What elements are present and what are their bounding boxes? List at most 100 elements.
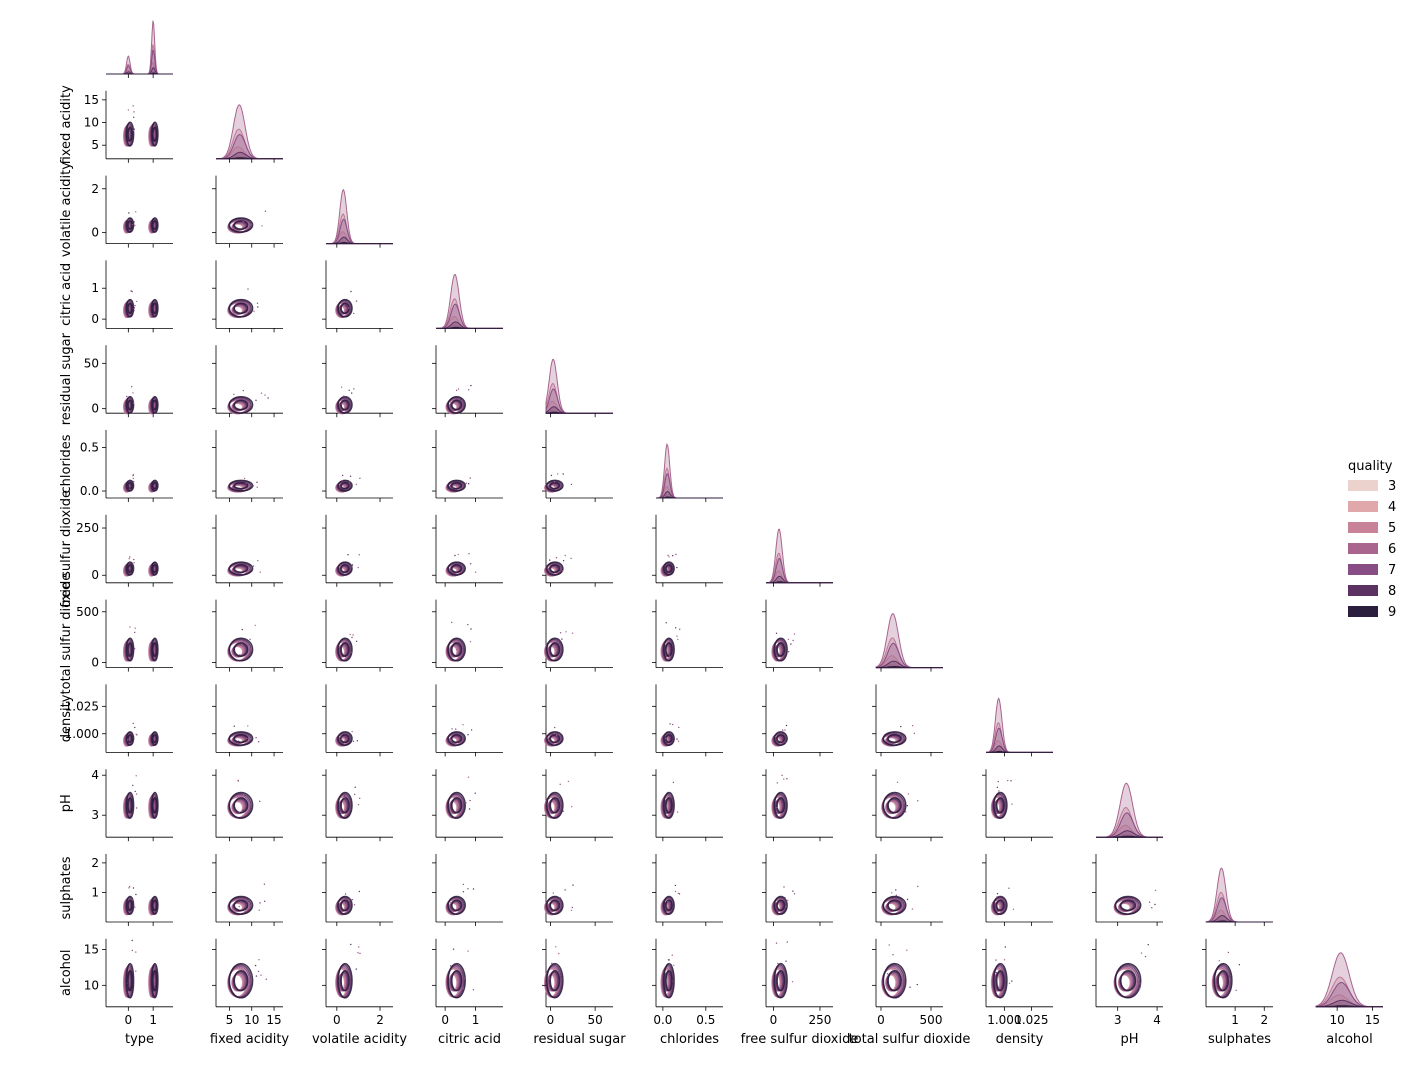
scatter-point [254, 964, 257, 967]
panel-residual-sugar-vs-residual-sugar [545, 359, 613, 418]
scatter-point [465, 802, 467, 804]
scatter-point [1007, 779, 1009, 782]
contour-quality-9 [451, 899, 463, 912]
legend-swatch-5 [1348, 522, 1378, 533]
scatter-point [462, 891, 465, 893]
scatter-point [255, 975, 258, 977]
scatter-point [343, 797, 345, 799]
scatter-point [351, 564, 354, 566]
scatter-point [450, 401, 452, 403]
scatter-point [548, 797, 550, 799]
scatter-point [570, 483, 573, 486]
scatter-point [341, 738, 343, 740]
scatter-point [358, 554, 360, 556]
contour-quality-9 [340, 797, 350, 814]
scatter-point [467, 776, 470, 778]
panel-free-sulfur-dioxide-vs-free-sulfur-dioxide [766, 528, 833, 587]
scatter-point [551, 962, 553, 964]
contour-quality-9 [451, 797, 463, 814]
scatter-point [345, 651, 348, 653]
contour-quality-9 [776, 970, 786, 992]
panel-density-vs-chlorides [652, 684, 723, 757]
scatter-point [128, 562, 131, 564]
kde-curve-quality-9 [436, 326, 503, 329]
contour-quality-9 [125, 217, 135, 233]
scatter-point [133, 310, 135, 312]
panel-residual-sugar-vs-fixed-acidity [212, 345, 283, 418]
x-tick-label: 0 [125, 1013, 133, 1027]
scatter-point [776, 806, 778, 809]
scatter-point [265, 978, 267, 980]
scatter-point [672, 723, 674, 726]
contour-quality-9 [152, 126, 158, 142]
scatter-point [256, 302, 259, 304]
scatter-point [264, 900, 266, 902]
contour-quality-9 [151, 121, 159, 147]
y-tick-label: 2 [91, 856, 99, 870]
panel-sulphates-vs-citric-acid [432, 854, 503, 926]
scatter-point [258, 909, 260, 911]
contour-quality-9 [228, 217, 254, 233]
contour-quality-9 [228, 396, 254, 414]
scatter-point [560, 976, 562, 978]
scatter-point [256, 486, 258, 488]
scatter-point [451, 728, 453, 730]
y-tick-label: 0.5 [80, 440, 99, 454]
panel-sulphates-vs-volatile-acidity [322, 854, 393, 926]
scatter-point [678, 893, 681, 895]
scatter-point [247, 563, 250, 566]
scatter-point [260, 392, 263, 394]
contour-quality-9 [127, 564, 133, 573]
scatter-point [128, 886, 131, 888]
contour-quality-9 [151, 791, 159, 819]
scatter-point [129, 488, 131, 490]
scatter-point [242, 794, 245, 796]
scatter-point [133, 562, 135, 564]
x-axis-label-total-sulfur-dioxide: total sulfur dioxide [849, 1032, 971, 1047]
scatter-point [998, 896, 1001, 898]
scatter-point [467, 623, 469, 626]
scatter-point [128, 480, 130, 482]
contour-quality-9 [228, 731, 254, 746]
contour-quality-9 [447, 791, 466, 819]
kde-curve-quality-7 [106, 49, 173, 75]
scatter-point [127, 652, 129, 654]
x-axis-label-citric-acid: citric acid [438, 1032, 501, 1047]
contour-quality-9 [127, 642, 133, 657]
contour-quality-9 [993, 791, 1008, 819]
scatter-point [133, 647, 136, 650]
scatter-point [131, 290, 133, 293]
legend-label-9: 9 [1388, 605, 1396, 620]
contour-quality-9 [340, 481, 350, 490]
scatter-point [1003, 900, 1005, 902]
scatter-point [133, 558, 135, 561]
scatter-point [347, 307, 350, 309]
contour-quality-9 [887, 899, 902, 912]
scatter-point [668, 959, 670, 961]
scatter-point [787, 899, 789, 901]
scatter-point [133, 111, 135, 113]
legend-label-8: 8 [1388, 584, 1396, 599]
scatter-point [675, 627, 677, 629]
scatter-point [781, 774, 783, 776]
scatter-point [256, 481, 258, 483]
scatter-point [451, 621, 453, 624]
scatter-point [133, 116, 135, 119]
y-axis-label-chlorides: chlorides [59, 434, 74, 493]
contour-quality-9 [152, 399, 158, 411]
scatter-point [133, 648, 135, 651]
scatter-point [550, 741, 552, 743]
panel-density-vs-density [985, 697, 1053, 757]
legend-title: quality [1348, 459, 1393, 474]
legend-swatch-9 [1348, 606, 1378, 617]
scatter-point [780, 740, 783, 742]
scatter-point [917, 885, 919, 888]
panel-alcohol-vs-citric-acid: 0 1 citric acid [432, 938, 503, 1047]
kde-curve-quality-6 [106, 20, 173, 75]
contour-quality-9 [127, 970, 133, 992]
scatter-point [247, 219, 249, 222]
contour-quality-9 [152, 642, 158, 657]
panel-total-sulfur-dioxide-vs-free-sulfur-dioxide [762, 599, 833, 672]
scatter-point [134, 224, 136, 227]
contour-quality-9 [665, 797, 673, 814]
